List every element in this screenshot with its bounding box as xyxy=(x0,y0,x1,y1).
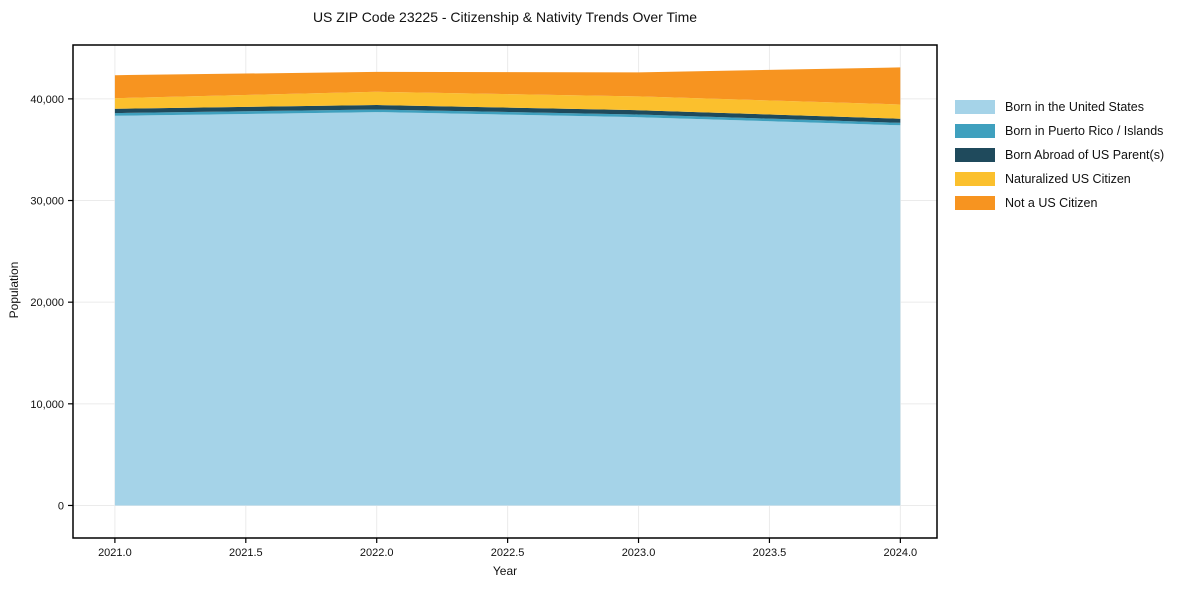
legend-label: Born Abroad of US Parent(s) xyxy=(1005,148,1165,162)
x-tick-label: 2023.5 xyxy=(753,547,787,559)
x-axis-label: Year xyxy=(492,564,518,578)
legend-swatch-not-citizen xyxy=(955,196,995,210)
legend-swatch-born-us xyxy=(955,100,995,114)
legend-item: Naturalized US Citizen xyxy=(955,172,1164,186)
x-tick-label: 2021.5 xyxy=(229,547,263,559)
legend-item: Not a US Citizen xyxy=(955,196,1164,210)
x-tick-label: 2024.0 xyxy=(884,547,918,559)
legend-swatch-puerto-rico xyxy=(955,124,995,138)
y-tick-label: 10,000 xyxy=(30,399,64,411)
y-tick-label: 30,000 xyxy=(30,196,64,208)
legend-label: Born in the United States xyxy=(1005,100,1144,114)
x-tick-label: 2023.0 xyxy=(622,547,656,559)
legend-swatch-born-abroad xyxy=(955,148,995,162)
y-axis-label: Population xyxy=(7,261,21,319)
area-series xyxy=(114,67,901,105)
area-series xyxy=(114,109,901,126)
legend-swatch-naturalized xyxy=(955,172,995,186)
x-tick-label: 2022.5 xyxy=(491,547,525,559)
chart-title: US ZIP Code 23225 - Citizenship & Nativi… xyxy=(312,9,698,25)
y-tick-label: 20,000 xyxy=(30,297,64,309)
legend: Born in the United States Born in Puerto… xyxy=(955,100,1164,220)
y-tick-label: 40,000 xyxy=(30,94,64,106)
legend-item: Born in Puerto Rico / Islands xyxy=(955,124,1164,138)
legend-label: Born in Puerto Rico / Islands xyxy=(1005,124,1164,138)
legend-item: Born Abroad of US Parent(s) xyxy=(955,148,1164,162)
area-series xyxy=(114,112,901,506)
y-tick-label: 0 xyxy=(58,500,64,512)
x-tick-label: 2022.0 xyxy=(360,547,394,559)
plot-border xyxy=(72,44,938,539)
legend-item: Born in the United States xyxy=(955,100,1164,114)
x-tick-label: 2021.0 xyxy=(98,547,132,559)
area-series xyxy=(114,105,901,123)
legend-label: Naturalized US Citizen xyxy=(1005,172,1131,186)
legend-label: Not a US Citizen xyxy=(1005,196,1098,210)
area-series xyxy=(114,91,901,119)
